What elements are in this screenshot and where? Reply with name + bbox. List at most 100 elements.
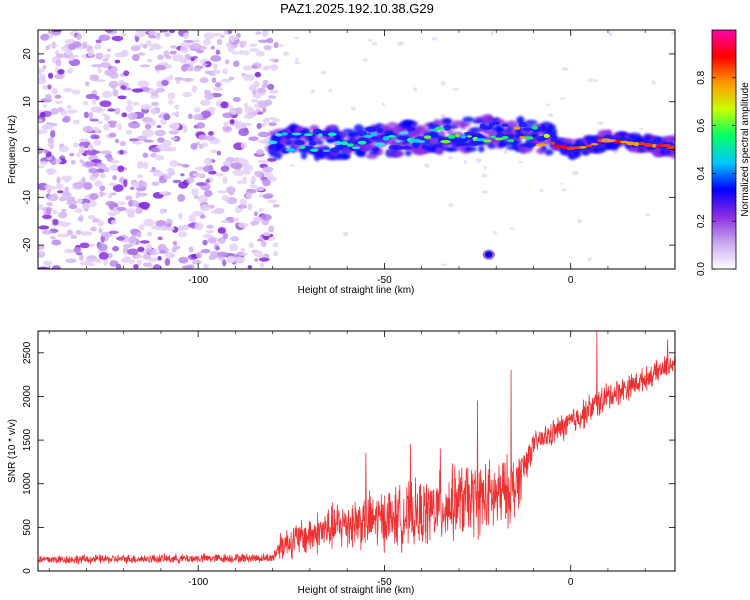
signal-core [275, 133, 283, 137]
noise-blob [107, 211, 114, 216]
noise-blob [243, 170, 252, 175]
signal-halo [433, 118, 441, 126]
noise-blob [66, 105, 72, 110]
noise-blob [67, 67, 74, 74]
noise-blob [178, 256, 189, 264]
signal-core [374, 142, 386, 147]
noise-blob [115, 236, 125, 241]
noise-blob [240, 204, 245, 209]
x-tick-label: -50 [377, 577, 392, 588]
noise-blob [587, 78, 594, 83]
noise-blob [238, 50, 245, 55]
noise-blob [66, 199, 78, 206]
noise-blob [151, 248, 158, 253]
noise-blob [248, 136, 259, 142]
noise-blob [208, 130, 214, 136]
noise-blob [104, 53, 111, 59]
signal-core [351, 146, 361, 150]
noise-blob [97, 120, 103, 125]
noise-blob [220, 165, 230, 172]
noise-blob [97, 220, 105, 227]
noise-blob [96, 249, 109, 254]
noise-blob [148, 30, 157, 36]
noise-blob [155, 87, 166, 93]
noise-blob [195, 182, 207, 187]
noise-blob [63, 115, 71, 123]
noise-blob [94, 44, 102, 50]
noise-blob [191, 188, 199, 196]
signal-core [494, 137, 504, 141]
noise-blob [120, 85, 127, 90]
signal-halo [540, 145, 548, 151]
colorbar-tick-label: 0.4 [696, 166, 707, 180]
noise-blob [262, 194, 273, 200]
noise-blob [115, 263, 122, 269]
noise-blob [183, 32, 190, 40]
noise-blob [256, 238, 264, 242]
signal-halo [391, 150, 404, 158]
signal-halo [315, 140, 324, 145]
noise-blob [207, 237, 217, 244]
noise-blob [247, 265, 253, 269]
noise-blob [158, 114, 164, 119]
noise-blob [51, 239, 62, 246]
noise-blob [215, 245, 220, 251]
noise-blob [50, 129, 56, 138]
noise-blob [172, 53, 184, 62]
noise-blob [103, 258, 108, 266]
noise-blob [270, 64, 279, 71]
noise-blob [214, 82, 221, 88]
noise-blob [268, 95, 277, 99]
noise-blob [261, 30, 269, 38]
noise-blob [135, 206, 143, 215]
signal-halo [338, 131, 348, 137]
noise-blob [159, 208, 165, 215]
signal-mid [501, 123, 509, 127]
noise-blob [262, 79, 269, 85]
signal-core [357, 140, 367, 145]
noise-blob [96, 163, 107, 169]
noise-blob [164, 32, 171, 37]
signal-core [434, 126, 445, 131]
noise-blob [123, 179, 128, 188]
noise-blob [256, 122, 262, 130]
noise-blob [128, 121, 141, 129]
noise-blob [230, 162, 243, 170]
y-tick-label: 2500 [22, 341, 33, 364]
noise-blob [151, 225, 159, 230]
noise-blob [138, 224, 145, 231]
noise-blob [225, 42, 232, 48]
signal-core [535, 143, 547, 147]
noise-blob [229, 119, 235, 125]
noise-blob [216, 190, 228, 194]
noise-blob [99, 100, 112, 108]
noise-blob [172, 179, 182, 184]
spectrogram-xlabel: Height of straight line (km) [298, 285, 415, 296]
noise-blob [320, 70, 327, 75]
noise-blob [42, 65, 47, 70]
noise-blob [157, 256, 162, 261]
signal-mid [482, 126, 493, 130]
signal-core [578, 146, 587, 149]
signal-core [310, 148, 319, 152]
noise-blob [253, 211, 259, 217]
noise-blob [57, 106, 64, 113]
noise-blob [136, 161, 144, 169]
noise-blob [126, 99, 133, 106]
noise-blob [84, 161, 95, 167]
noise-blob [120, 49, 129, 57]
noise-blob [310, 89, 315, 94]
signal-mid [550, 137, 558, 142]
noise-blob [75, 229, 82, 235]
signal-mid [572, 148, 582, 153]
signal-halo [581, 150, 590, 156]
noise-blob [61, 175, 73, 181]
noise-blob [43, 260, 53, 266]
noise-blob [256, 100, 269, 109]
noise-blob [45, 168, 57, 175]
noise-blob [89, 193, 99, 200]
snr-frame [37, 330, 676, 572]
noise-blob [86, 148, 98, 156]
noise-blob [181, 163, 190, 168]
